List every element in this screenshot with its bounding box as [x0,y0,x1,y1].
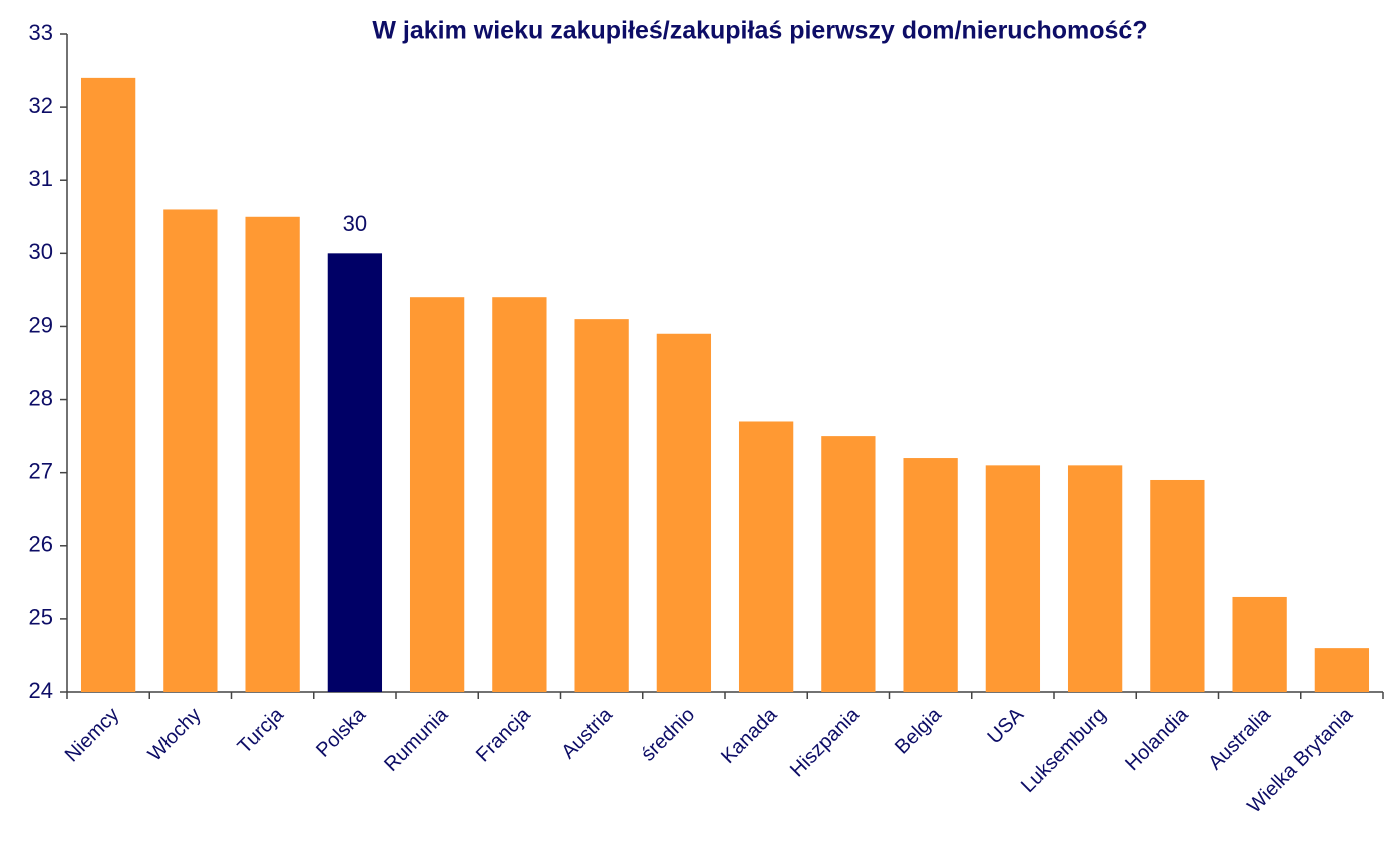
bar [409,297,465,692]
x-tick-label: Niemcy [61,704,124,767]
chart-title: W jakim wieku zakupiłeś/zakupiłaś pierws… [372,17,1147,45]
y-tick-label: 24 [29,678,53,703]
bar [245,216,300,692]
bar [985,465,1041,692]
bar [1150,479,1205,692]
y-tick-label: 33 [29,20,53,45]
x-tick-label: Hiszpania [786,703,864,781]
x-tick-label: Australia [1204,703,1275,774]
y-tick-label: 25 [29,605,53,630]
x-tick-label: Włochy [144,704,206,766]
bar [1067,465,1123,692]
bar [574,319,629,692]
bar [1314,648,1370,692]
x-tick-label: Rumunia [380,703,453,776]
y-tick-label: 27 [29,458,53,483]
bar [1232,596,1287,692]
x-tick-label: USA [984,703,1029,748]
bar [656,333,712,692]
x-tick-label: Kanada [717,703,782,768]
bar [821,436,876,692]
x-tick-label: Belgia [891,703,946,758]
y-tick-label: 32 [29,93,53,118]
y-tick-label: 28 [29,385,53,410]
bar [903,458,958,692]
x-tick-label: Austria [557,703,617,763]
y-tick-label: 30 [29,239,53,264]
bar [80,77,136,692]
bar [738,421,794,692]
x-tick-label: Francja [472,703,535,766]
x-tick-label: Holandia [1121,703,1193,775]
x-tick-label: Luksemburg [1017,704,1110,797]
y-tick-label: 29 [29,312,53,337]
bar [492,297,547,692]
bar [327,253,383,693]
data-label: 30 [343,211,367,236]
x-tick-label: Turcja [234,703,289,758]
y-tick-label: 31 [29,166,53,191]
bar [163,209,218,692]
x-tick-label: Polska [312,703,371,762]
y-tick-label: 26 [29,532,53,557]
x-tick-label: średnio [637,704,699,766]
